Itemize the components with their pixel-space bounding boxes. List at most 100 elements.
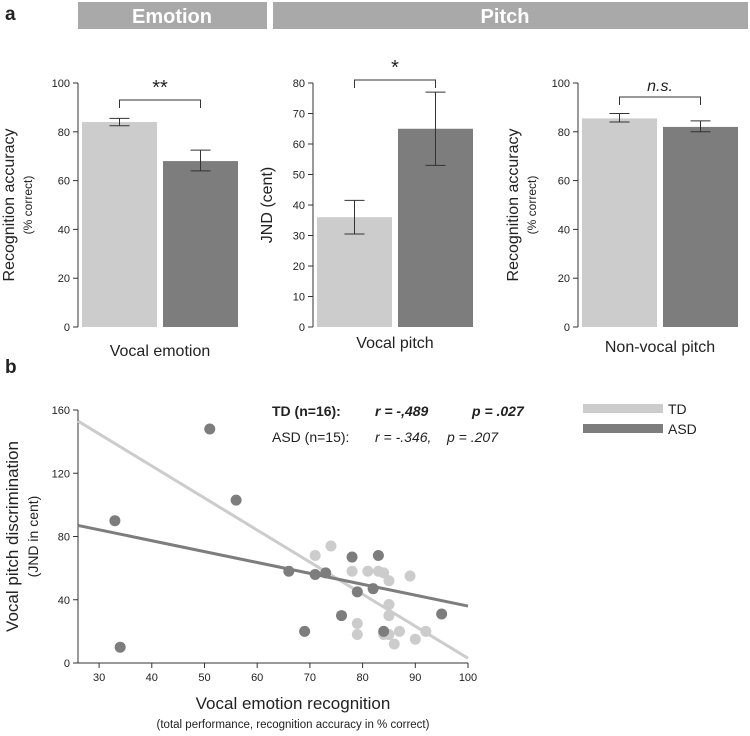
y-tick-label: 20 (58, 273, 70, 285)
legend-label-asd: ASD (668, 421, 697, 437)
y-tick-label: 120 (52, 468, 70, 480)
y-tick-label: 10 (293, 292, 305, 304)
y-axis-label: Recognition accuracy (505, 129, 522, 282)
significance-bracket (119, 99, 201, 108)
y-tick-label: 20 (293, 261, 305, 273)
pitch-header: Pitch (481, 6, 530, 28)
x-axis-label: Vocal emotion recognition (196, 694, 391, 713)
significance-label: * (391, 57, 399, 79)
y-tick-label: 40 (293, 200, 305, 212)
point-asd (351, 586, 363, 598)
point-asd (299, 625, 311, 637)
panel-b-label: b (5, 357, 17, 378)
y-tick-label: 0 (64, 658, 70, 670)
significance-label: ** (152, 77, 168, 99)
point-asd (372, 549, 384, 561)
pitch-header-bar (273, 2, 748, 29)
x-tick-label: 30 (93, 672, 105, 684)
point-td (393, 625, 405, 637)
x-tick-label: 70 (304, 672, 316, 684)
y-tick-label: 80 (58, 532, 70, 544)
x-axis-label: Vocal pitch (356, 335, 433, 352)
y-tick-label: 20 (558, 273, 570, 285)
legend-swatch-asd (583, 424, 663, 433)
point-td (309, 549, 321, 561)
fit-line-td (77, 419, 469, 660)
asd-stats-r: r = -.346, (375, 429, 431, 445)
point-td (420, 625, 432, 637)
emotion-header: Emotion (132, 6, 212, 28)
bar-td (82, 122, 157, 327)
td-stats-p: p = .027 (471, 403, 525, 419)
x-axis-sublabel: (total performance, recognition accuracy… (157, 719, 430, 731)
vocal-pitch-chart: 0 10 20 30 40 50 60 70 80 * Vocal pitch JND (cent) (259, 57, 473, 352)
y-axis-sublabel: (% correct) (525, 176, 539, 235)
point-asd (309, 568, 321, 580)
point-td (383, 575, 395, 587)
y-tick-label: 70 (293, 109, 305, 121)
td-stats-r: r = -,489 (375, 403, 429, 419)
x-tick-label: 100 (459, 672, 477, 684)
y-tick-label: 30 (293, 231, 305, 243)
emotion-header-bar (78, 2, 267, 29)
x-tick-label: 50 (198, 672, 210, 684)
y-tick-label: 60 (58, 176, 70, 188)
significance-bracket (619, 96, 701, 105)
vocal-emotion-chart: 0 20 40 60 80 100 ** Vocal emotion Recognition a… (1, 77, 238, 360)
legend-label-td: TD (668, 401, 687, 417)
fit-line-asd (77, 523, 469, 608)
point-asd (114, 641, 126, 653)
point-td (346, 565, 358, 577)
y-tick-label: 40 (58, 224, 70, 236)
y-tick-label: 160 (52, 405, 70, 417)
y-tick-label: 80 (293, 78, 305, 90)
point-asd (109, 515, 121, 527)
point-asd (230, 494, 242, 506)
y-tick-label: 0 (564, 322, 570, 334)
point-asd (436, 608, 448, 620)
y-axis-label: Recognition accuracy (1, 129, 18, 282)
y-axis-label: Vocal pitch discrimination (3, 441, 22, 632)
x-tick-label: 90 (409, 672, 421, 684)
point-td (383, 598, 395, 610)
bar-td (317, 217, 392, 327)
y-tick-label: 80 (558, 127, 570, 139)
point-td (351, 629, 363, 641)
point-asd (336, 610, 348, 622)
bar-asd (163, 161, 238, 327)
y-tick-label: 0 (299, 322, 305, 334)
x-axis-label: Vocal emotion (110, 343, 211, 360)
point-asd (204, 423, 216, 435)
x-tick-label: 80 (356, 672, 368, 684)
y-tick-label: 40 (558, 224, 570, 236)
panel-a-label: a (5, 4, 16, 25)
y-tick-label: 60 (293, 139, 305, 151)
correlation-scatter: 0 40 80 120 160 30 40 50 60 70 80 90 100 TD (n=16): r … (3, 401, 697, 731)
x-axis-label: Non-vocal pitch (605, 339, 715, 356)
legend-swatch-td (583, 404, 663, 413)
y-tick-label: 0 (64, 322, 70, 334)
bar-td (582, 118, 657, 327)
significance-label: n.s. (647, 78, 673, 95)
point-td (409, 633, 421, 645)
y-tick-label: 80 (58, 127, 70, 139)
point-asd (378, 625, 390, 637)
y-tick-label: 40 (58, 595, 70, 607)
x-tick-label: 40 (146, 672, 158, 684)
point-asd (320, 567, 332, 579)
asd-stats-label: ASD (n=15): (272, 429, 349, 445)
y-tick-label: 100 (52, 78, 70, 90)
asd-stats-p: p = .207 (446, 429, 499, 445)
point-td (351, 617, 363, 629)
td-stats-label: TD (n=16): (272, 403, 341, 419)
y-tick-label: 50 (293, 170, 305, 182)
point-td (383, 610, 395, 622)
non-vocal-pitch-chart: 0 20 40 60 80 100 n.s. Non-vocal pitch Recogniti… (505, 78, 738, 356)
point-td (388, 638, 400, 650)
y-tick-label: 60 (558, 176, 570, 188)
x-tick-label: 60 (251, 672, 263, 684)
point-asd (367, 583, 379, 595)
point-td (404, 570, 416, 582)
point-asd (283, 565, 295, 577)
